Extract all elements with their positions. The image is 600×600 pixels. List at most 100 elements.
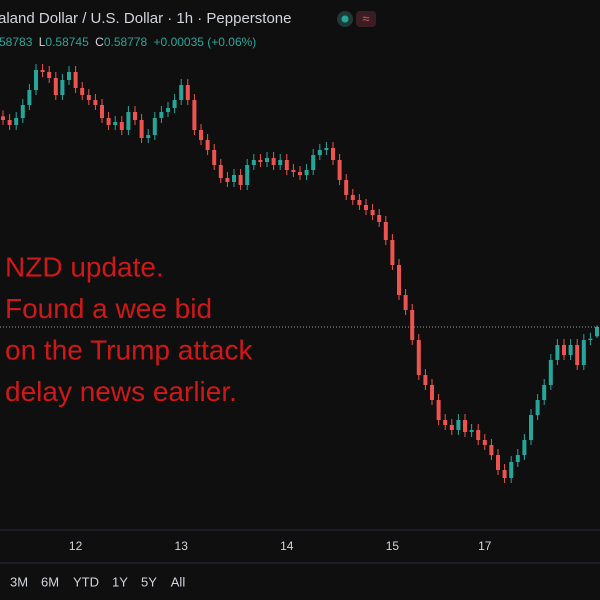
range-button[interactable]: All [171, 574, 186, 589]
candle-body [166, 108, 170, 112]
candle-body [14, 118, 19, 125]
candle-body [568, 345, 573, 355]
candle-body [113, 122, 118, 125]
annotation-line: on the Trump attack [5, 334, 253, 365]
candle-body [357, 200, 362, 205]
candle-body [390, 240, 395, 265]
ohlc-value: 58783 [0, 35, 33, 49]
x-tick-label: 17 [478, 539, 492, 553]
candle-body [40, 70, 45, 72]
candle-body [581, 340, 586, 365]
candle-body [278, 160, 283, 165]
candle-body [1, 116, 5, 120]
candle-body [529, 415, 533, 440]
candle-body [67, 72, 71, 80]
candle-body [245, 165, 250, 185]
candle-body [225, 178, 230, 182]
candle-body [47, 72, 52, 78]
candle-body [370, 210, 375, 215]
candle-body [93, 100, 98, 105]
candle-body [212, 150, 217, 165]
candle-body [416, 340, 421, 375]
candle-body [588, 338, 593, 340]
candle-body [496, 455, 500, 470]
range-button[interactable]: 6M [41, 574, 59, 589]
candle-body [350, 195, 355, 200]
x-tick-label: 13 [175, 539, 189, 553]
candle-body [119, 122, 124, 130]
candle-body [80, 88, 85, 95]
candle-body [383, 222, 388, 240]
candle-body [152, 118, 157, 135]
candle-body [291, 170, 296, 172]
candle-body [482, 440, 487, 445]
candle-body [238, 175, 243, 185]
candle-body [265, 158, 269, 162]
x-tick-label: 15 [386, 539, 400, 553]
candle-body [515, 455, 520, 462]
range-button[interactable]: YTD [73, 574, 99, 589]
candle-body [311, 155, 316, 170]
candle-body [179, 85, 184, 100]
annotation-line: Found a wee bid [5, 293, 212, 324]
candle-body [100, 105, 104, 118]
ohlc-value: 0.58778 [104, 35, 148, 49]
x-tick-label: 14 [280, 539, 294, 553]
candle-body [463, 420, 467, 432]
candle-body [146, 135, 151, 138]
candle-body [86, 95, 91, 100]
candle-body [304, 170, 309, 175]
candle-body [595, 327, 599, 337]
candle-body [502, 470, 507, 478]
candle-body [205, 140, 210, 150]
candle-body [489, 445, 494, 455]
candle-body [284, 160, 289, 170]
chart-title: aland Dollar / U.S. Dollar · 1h · Pepper… [0, 10, 291, 27]
candle-body [410, 310, 415, 340]
candle-body [562, 345, 566, 355]
ohlc-value: 0.58745 [45, 35, 89, 49]
candle-body [185, 85, 190, 100]
candle-body [34, 70, 38, 90]
candle-body [344, 180, 349, 195]
candle-body [522, 440, 527, 455]
candle-body [192, 100, 197, 130]
candle-body [199, 130, 203, 140]
candle-body [337, 160, 342, 180]
range-button[interactable]: 3M [10, 574, 28, 589]
candle-body [133, 112, 137, 120]
x-axis: 12 13 14 15 17 [69, 539, 492, 553]
candles [0, 64, 600, 483]
range-toolbar: 3M 6M YTD 1Y 5Y All [10, 574, 185, 589]
candle-body [535, 400, 540, 415]
candle-body [555, 345, 560, 360]
candle-body [476, 430, 481, 440]
ohlc-key: L [39, 35, 46, 49]
candle-body [575, 345, 580, 365]
range-button[interactable]: 1Y [112, 574, 128, 589]
candle-body [397, 265, 401, 295]
ohlc-legend: 58783 L0.58745 C0.58778 +0.00035 (+0.06%… [0, 35, 256, 49]
alert-icon: ≈ [362, 11, 369, 26]
candle-body [139, 120, 144, 138]
candle-body [60, 80, 65, 95]
annotation-line: delay news earlier. [5, 376, 237, 407]
range-button[interactable]: 5Y [141, 574, 157, 589]
candle-body [126, 112, 131, 130]
candle-body [331, 148, 335, 160]
candle-body [172, 100, 177, 108]
candle-body [430, 385, 434, 400]
candle-body [469, 430, 474, 432]
candle-body [542, 385, 547, 400]
candle-body [218, 165, 223, 178]
candle-body [377, 215, 382, 222]
candle-body [317, 150, 322, 155]
candle-body [159, 112, 164, 118]
alert-badge [356, 11, 376, 27]
candle-body [436, 400, 441, 420]
ohlc-key: C [95, 35, 104, 49]
candle-body [364, 205, 368, 210]
annotation-line: NZD update. [5, 251, 164, 282]
candle-body [443, 420, 448, 425]
